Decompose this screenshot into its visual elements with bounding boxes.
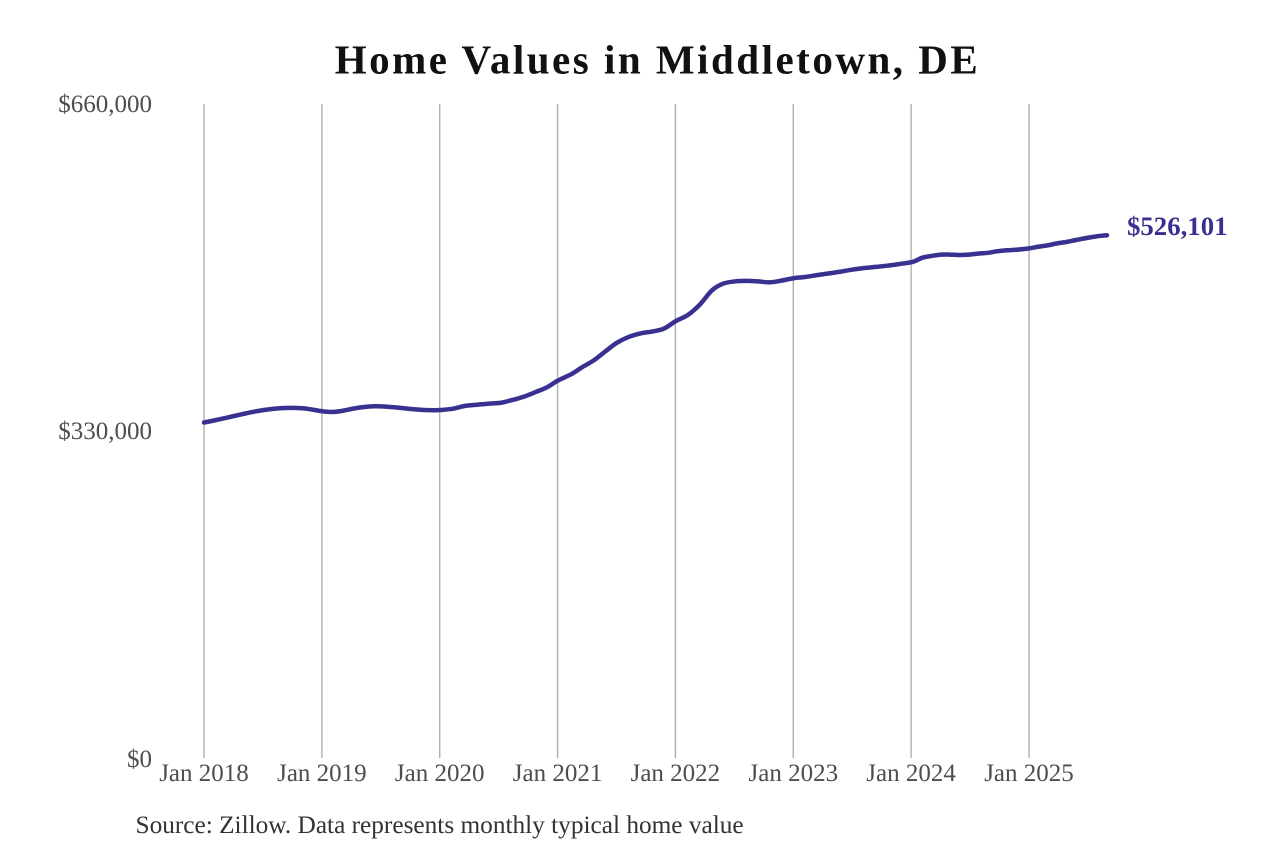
svg-text:Home Values in Middletown, DE: Home Values in Middletown, DE: [335, 37, 980, 83]
svg-text:Jan 2019: Jan 2019: [277, 760, 367, 787]
svg-text:Source: Zillow. Data represent: Source: Zillow. Data represents monthly …: [136, 811, 744, 839]
svg-text:$0: $0: [127, 746, 152, 773]
svg-text:$526,101: $526,101: [1127, 211, 1228, 241]
svg-text:Jan 2024: Jan 2024: [866, 760, 956, 787]
svg-text:Jan 2023: Jan 2023: [749, 760, 839, 787]
svg-text:Jan 2025: Jan 2025: [984, 760, 1074, 787]
svg-text:$660,000: $660,000: [58, 91, 152, 118]
svg-text:Jan 2020: Jan 2020: [395, 760, 485, 787]
svg-text:Jan 2021: Jan 2021: [513, 760, 603, 787]
svg-text:$330,000: $330,000: [58, 418, 152, 445]
svg-text:Jan 2018: Jan 2018: [159, 760, 249, 787]
svg-text:Jan 2022: Jan 2022: [631, 760, 721, 787]
